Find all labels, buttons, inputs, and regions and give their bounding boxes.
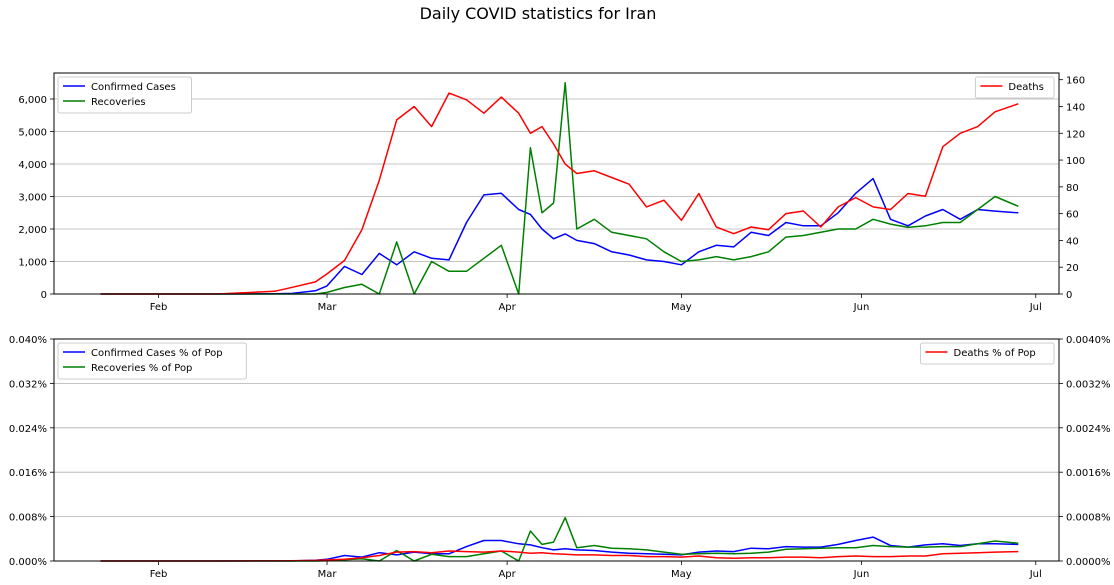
- legend-label: Confirmed Cases: [91, 82, 176, 93]
- y-left-tick-label: 0.040%: [9, 335, 47, 346]
- y-left-tick-label: 6,000: [18, 95, 47, 106]
- y-right-tick-label: 80: [1066, 183, 1079, 194]
- y-left-tick-label: 4,000: [18, 160, 47, 171]
- y-left-tick-label: 0: [41, 290, 47, 301]
- legend-label: Deaths % of Pop: [954, 348, 1036, 359]
- axes-frame: [53, 338, 1060, 562]
- y-left-tick-label: 3,000: [18, 193, 47, 204]
- series-line-recoveries-of-pop: [100, 516, 1019, 562]
- legend-label: Recoveries % of Pop: [91, 363, 192, 374]
- y-right-tick-label: 160: [1066, 76, 1085, 87]
- legend-box: [57, 342, 247, 380]
- y-right-tick-label: 120: [1066, 129, 1085, 140]
- legend-right: Deaths: [974, 76, 1055, 99]
- y-left-tick-label: 0.000%: [9, 557, 47, 568]
- series-line-confirmed-cases: [100, 177, 1019, 295]
- legend-box: [57, 76, 192, 114]
- axes-frame: [53, 72, 1060, 295]
- series-line-recoveries: [100, 82, 1019, 295]
- series-line-deaths: [100, 92, 1019, 295]
- chart-panel-2: 0.000% 0.008% 0.016% 0.024% 0.032% 0.040% 0.00…: [9, 335, 1111, 580]
- x-tick-label: Feb: [150, 569, 168, 580]
- x-tick-label: May: [671, 569, 692, 580]
- legend-left: Confirmed Cases Recoveries: [57, 76, 192, 114]
- y-right-tick-label: 40: [1066, 236, 1079, 247]
- figure-suptitle: Daily COVID statistics for Iran: [420, 4, 657, 23]
- x-tick-label: Jul: [1029, 569, 1042, 580]
- y-right-tick-label: 0.0008%: [1066, 513, 1111, 524]
- legend-label: Recoveries: [91, 97, 146, 108]
- series-line-confirmed-cases-of-pop: [100, 536, 1019, 562]
- y-left-tick-label: 1,000: [18, 258, 47, 269]
- x-tick-label: Mar: [318, 569, 338, 580]
- series-line-deaths-of-pop: [100, 550, 1019, 562]
- y-left-tick-label: 0.016%: [9, 468, 47, 479]
- y-right-tick-label: 20: [1066, 263, 1079, 274]
- y-right-tick-label: 140: [1066, 102, 1085, 113]
- y-left-tick-label: 0.024%: [9, 424, 47, 435]
- y-right-tick-label: 100: [1066, 156, 1085, 167]
- x-tick-label: Mar: [318, 302, 338, 313]
- y-right-tick-label: 0.0032%: [1066, 379, 1111, 390]
- legend-label: Deaths: [1008, 82, 1043, 93]
- x-tick-label: Jul: [1029, 302, 1042, 313]
- x-tick-label: Apr: [498, 302, 516, 313]
- x-tick-label: May: [671, 302, 692, 313]
- legend-right: Deaths % of Pop: [920, 342, 1055, 365]
- y-right-tick-label: 60: [1066, 210, 1079, 221]
- y-left-tick-label: 5,000: [18, 128, 47, 139]
- y-right-tick-label: 0.0016%: [1066, 468, 1111, 479]
- y-left-tick-label: 0.032%: [9, 379, 47, 390]
- legend-box: [920, 342, 1055, 365]
- legend-box: [974, 76, 1055, 99]
- x-tick-label: Jun: [853, 302, 870, 313]
- y-right-tick-label: 0.0024%: [1066, 424, 1111, 435]
- y-right-tick-label: 0: [1066, 290, 1072, 301]
- x-tick-label: Jun: [853, 569, 870, 580]
- chart-panel-1: 0 1,000 2,000 3,000 4,000 5,000 6,000 0 20 40 60 80…: [18, 72, 1085, 313]
- y-left-tick-label: 0.008%: [9, 513, 47, 524]
- x-tick-label: Feb: [150, 302, 168, 313]
- x-tick-label: Apr: [498, 569, 516, 580]
- legend-left: Confirmed Cases % of Pop Recoveries % of …: [57, 342, 247, 380]
- legend-label: Confirmed Cases % of Pop: [91, 348, 223, 359]
- y-left-tick-label: 2,000: [18, 225, 47, 236]
- y-right-tick-label: 0.0000%: [1066, 557, 1111, 568]
- y-right-tick-label: 0.0040%: [1066, 335, 1111, 346]
